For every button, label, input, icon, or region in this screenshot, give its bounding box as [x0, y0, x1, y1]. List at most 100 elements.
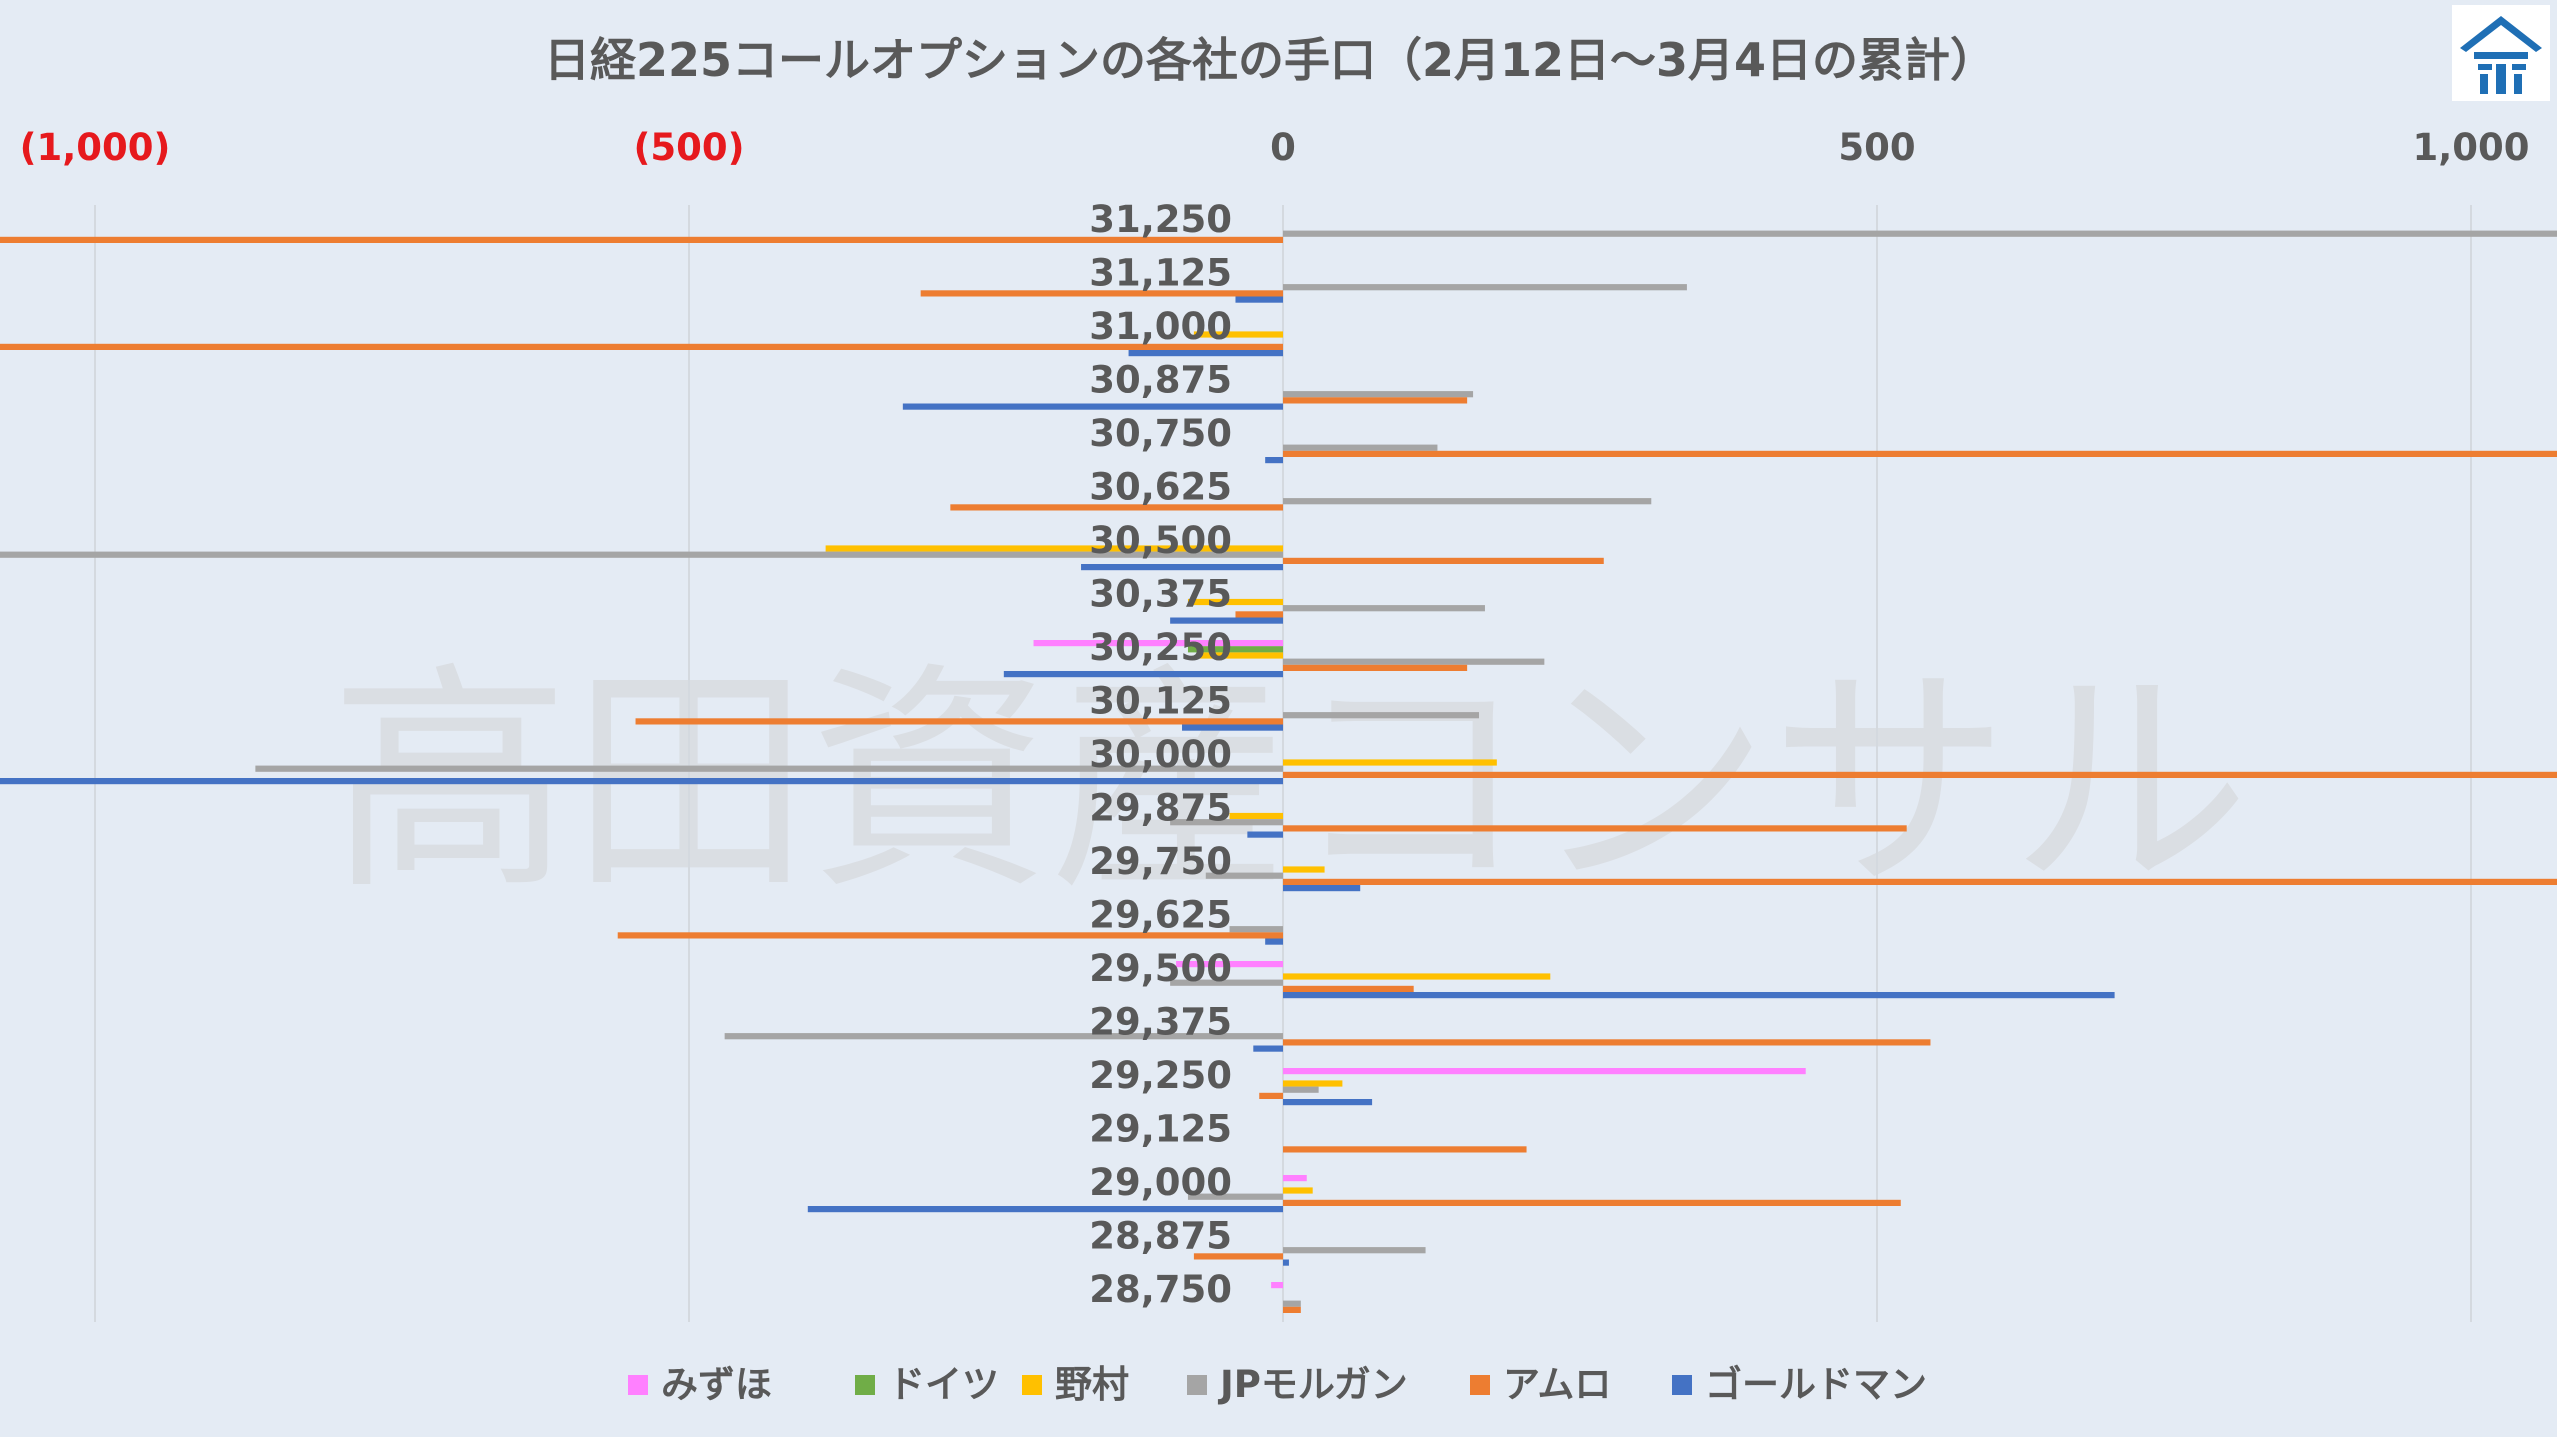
bar-5-30500: [1283, 557, 1604, 564]
bar-4-29875: [1170, 819, 1283, 826]
bars: [0, 230, 2557, 1313]
category-label: 31,000: [1089, 305, 1232, 348]
x-tick-label: 0: [1270, 126, 1296, 169]
bar-4-29375: [724, 1033, 1283, 1040]
category-label: 30,625: [1089, 466, 1232, 509]
legend-label: 野村: [1055, 1363, 1129, 1406]
category-label: 29,250: [1089, 1054, 1232, 1097]
bar-6-30125: [1182, 724, 1283, 731]
legend-swatch: [1672, 1375, 1692, 1395]
x-tick-label: (500): [633, 126, 744, 169]
bar-4-29625: [1229, 926, 1283, 933]
category-label: 28,750: [1089, 1268, 1232, 1311]
bar-6-29750: [1283, 885, 1361, 892]
bar-5-29875: [1283, 825, 1907, 832]
category-label: 30,000: [1089, 733, 1232, 776]
category-label: 31,250: [1089, 198, 1232, 241]
legend-swatch: [628, 1375, 648, 1395]
legend: みずほ ドイツ 野村 JPモルガン アムロ ゴールドマン: [628, 1363, 1927, 1406]
bar-2-30250: [1187, 646, 1283, 653]
bar-4-30875: [1283, 391, 1474, 398]
bar-4-30250: [1283, 658, 1545, 665]
bar-6-30750: [1265, 457, 1283, 464]
bar-5-31000: [0, 343, 1283, 350]
bar-6-31000: [1128, 350, 1283, 357]
bar-5-28750: [1283, 1306, 1301, 1313]
category-label: 29,625: [1089, 894, 1232, 937]
bar-5-30750: [1283, 450, 2557, 457]
x-tick-label: 1,000: [2412, 126, 2529, 169]
bar-6-29500: [1283, 992, 2115, 999]
bar-6-30000: [0, 778, 1283, 785]
bar-3-30500: [825, 545, 1283, 552]
bar-5-30875: [1283, 397, 1468, 404]
bar-5-29000: [1283, 1199, 1901, 1206]
bar-6-29250: [1283, 1099, 1373, 1106]
chart-title: 日経225コールオプションの各社の手口（2月12日〜3月4日の累計）: [544, 33, 1996, 87]
bar-5-30000: [1283, 771, 2557, 778]
category-labels: 31,250 31,125 31,000 30,875 30,750 30,625 30,5…: [1089, 198, 1232, 1311]
bar-4-28750: [1283, 1300, 1301, 1307]
bar-5-29500: [1283, 985, 1414, 992]
bar-1-28750: [1271, 1282, 1283, 1289]
bar-5-29125: [1283, 1146, 1527, 1153]
bar-4-31250: [1283, 230, 2557, 237]
bar-5-29250: [1259, 1092, 1283, 1099]
bar-4-29750: [1205, 872, 1283, 879]
legend-label: アムロ: [1503, 1363, 1611, 1406]
bar-1-29000: [1283, 1175, 1307, 1182]
bar-6-31125: [1235, 296, 1283, 303]
bar-5-29625: [617, 932, 1283, 939]
bar-6-29000: [807, 1206, 1283, 1213]
category-label: 30,500: [1089, 519, 1232, 562]
bar-3-31000: [1193, 331, 1283, 338]
category-label: 30,375: [1089, 573, 1232, 616]
x-axis-ticks: (2,000)(1,500)(1,000)(500)05001,0001,500…: [20, 126, 2530, 169]
category-label: 29,750: [1089, 840, 1232, 883]
legend-swatch: [855, 1375, 875, 1395]
bar-4-29500: [1170, 979, 1283, 986]
x-tick-label: 500: [1838, 126, 1915, 169]
bar-3-29250: [1283, 1080, 1343, 1087]
bar-5-30375: [1235, 611, 1283, 618]
bar-4-30125: [1283, 712, 1480, 719]
category-label: 29,875: [1089, 787, 1232, 830]
bar-4-30375: [1283, 605, 1485, 612]
legend-swatch: [1022, 1375, 1042, 1395]
bar-6-30875: [902, 403, 1283, 410]
bar-1-30250: [1033, 640, 1283, 647]
bar-5-28875: [1193, 1253, 1283, 1260]
bar-5-31125: [920, 290, 1283, 297]
bar-5-29750: [1283, 878, 2557, 885]
bar-4-29000: [1187, 1193, 1283, 1200]
logo: [2452, 5, 2550, 101]
bar-6-30250: [1003, 671, 1283, 678]
bar-3-30000: [1283, 759, 1497, 766]
bar-6-30500: [1081, 564, 1283, 571]
bar-6-29625: [1265, 938, 1283, 945]
category-label: 31,125: [1089, 252, 1232, 295]
category-label: 29,375: [1089, 1001, 1232, 1044]
category-label: 30,875: [1089, 359, 1232, 402]
bar-4-29250: [1283, 1086, 1319, 1093]
bar-1-29250: [1283, 1068, 1806, 1075]
bar-1-29500: [1176, 961, 1283, 968]
category-label: 30,125: [1089, 680, 1232, 723]
category-label: 29,125: [1089, 1108, 1232, 1151]
bar-6-29375: [1253, 1045, 1283, 1052]
bar-5-31250: [0, 236, 1283, 243]
bar-6-28875: [1283, 1259, 1289, 1266]
category-label: 29,500: [1089, 947, 1232, 990]
category-label: 30,750: [1089, 412, 1232, 455]
bar-5-30125: [635, 718, 1283, 725]
bar-3-30375: [1187, 598, 1283, 606]
legend-label: JPモルガン: [1217, 1363, 1408, 1406]
bar-5-30250: [1283, 664, 1468, 671]
category-label: 30,250: [1089, 626, 1232, 669]
bar-6-29875: [1247, 831, 1283, 838]
legend-swatch: [1470, 1375, 1490, 1395]
bar-3-29000: [1283, 1187, 1313, 1194]
bar-4-31125: [1283, 284, 1687, 291]
legend-swatch: [1187, 1375, 1207, 1395]
